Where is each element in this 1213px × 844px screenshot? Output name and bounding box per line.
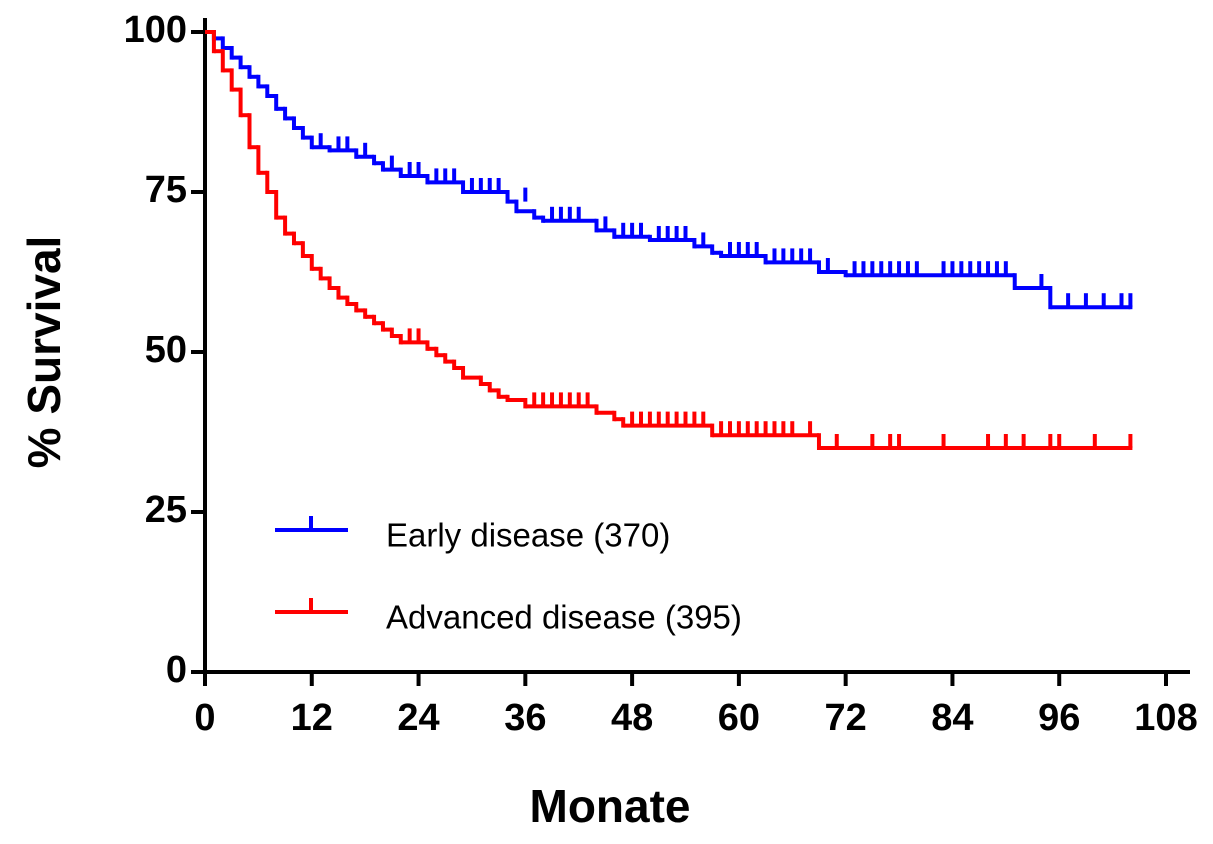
legend-label: Early disease (370): [386, 517, 670, 554]
x-tick-label: 48: [611, 697, 653, 739]
x-tick-label: 72: [825, 697, 867, 739]
x-tick-label: 36: [504, 697, 546, 739]
x-tick-label: 24: [397, 697, 439, 739]
x-tick-label: 12: [291, 697, 333, 739]
y-axis-label: % Survival: [18, 236, 70, 469]
x-tick-label: 96: [1038, 697, 1080, 739]
y-tick-label: 25: [145, 489, 187, 531]
x-tick-label: 108: [1134, 697, 1197, 739]
y-tick-label: 75: [145, 169, 187, 211]
x-tick-label: 60: [718, 697, 760, 739]
x-tick-label: 0: [194, 697, 215, 739]
y-tick-label: 0: [166, 649, 187, 691]
legend-label: Advanced disease (395): [386, 599, 742, 636]
x-tick-label: 84: [931, 697, 973, 739]
y-tick-label: 50: [145, 329, 187, 371]
x-axis-label: Monate: [530, 780, 691, 832]
y-tick-label: 100: [124, 9, 187, 51]
